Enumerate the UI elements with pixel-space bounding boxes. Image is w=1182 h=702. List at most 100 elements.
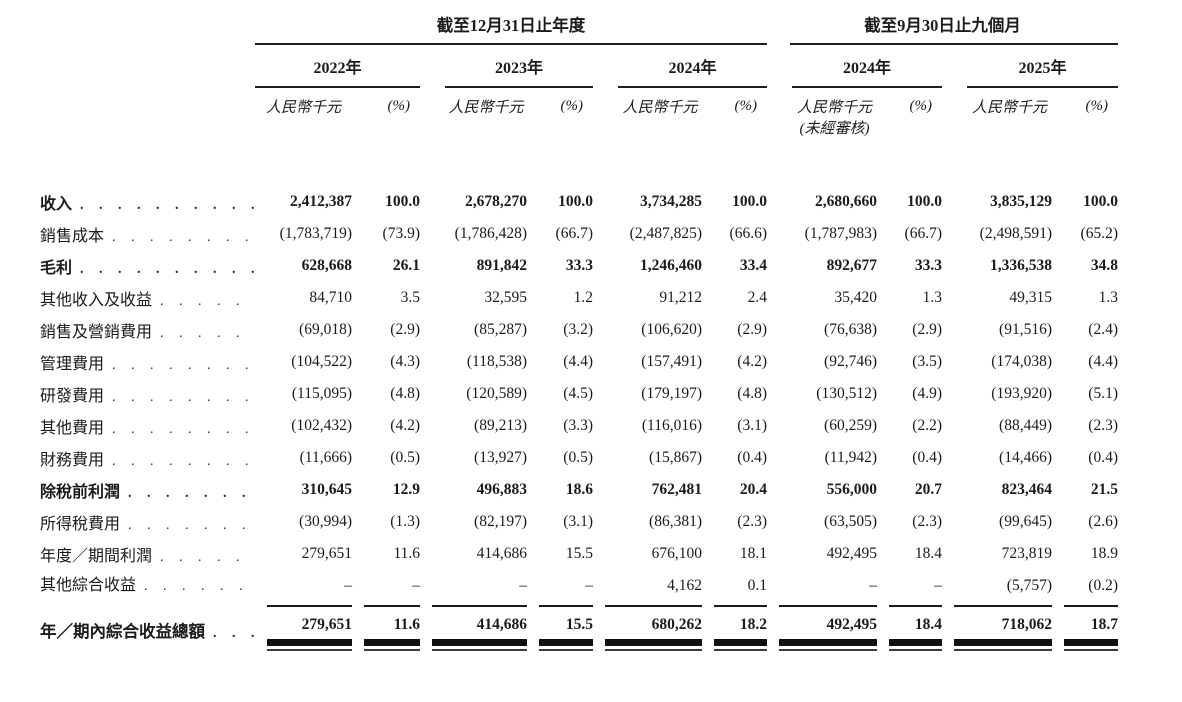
- unit-header-row: 人民幣千元 (%) 人民幣千元 (%) 人民幣千元 (%) 人民幣千元 (未經審核…: [40, 88, 1158, 140]
- table-row: 所得稅費用 . . . . . . . . . . . . . . . . . .…: [40, 506, 1158, 538]
- percent-cell: 18.7: [1052, 616, 1118, 651]
- double-underline: [432, 639, 527, 651]
- double-underline: [1064, 639, 1118, 651]
- percent-cell: (66.6): [729, 225, 767, 242]
- percent-cell: (3.1): [563, 513, 593, 530]
- percent-cell: (4.4): [1088, 353, 1118, 370]
- amount-cell: (2,498,591): [979, 225, 1052, 242]
- percent-cell: (0.5): [390, 449, 420, 466]
- percent-cell: (65.2): [1080, 225, 1118, 242]
- table-row: 財務費用 . . . . . . . . . . . . . . . . . . …: [40, 442, 1158, 474]
- double-underline: [364, 639, 420, 651]
- amount-cell: –: [767, 577, 877, 607]
- percent-cell: 1.3: [922, 289, 942, 306]
- dot-leader: . . . . . . . . . . . . . . . . . . . . …: [112, 454, 255, 469]
- amount-cell: (63,505): [824, 513, 877, 530]
- amount-cell: 762,481: [651, 481, 702, 498]
- dot-leader: . . . . . . . . . . . . . . . . . . . . …: [112, 390, 255, 405]
- amount-cell: 718,062: [942, 616, 1052, 651]
- amount-cell: (1,786,428): [454, 225, 527, 242]
- percent-label: (%): [734, 98, 758, 114]
- percent-cell: 18.4: [914, 545, 942, 562]
- percent-cell: (3.3): [563, 417, 593, 434]
- percent-cell: (3.1): [737, 417, 767, 434]
- percent-cell: 18.9: [1090, 545, 1118, 562]
- amount-cell: 2,678,270: [465, 193, 527, 210]
- amount-cell: (157,491): [641, 353, 702, 370]
- percent-cell: 100.0: [558, 193, 593, 210]
- total-row: 年／期內綜合收益總額 . . . . . . . . . . . . . . . …: [40, 616, 1158, 651]
- row-label: 銷售及營銷費用: [40, 324, 153, 341]
- year-header-2022: 2022年: [313, 60, 362, 77]
- amount-cell: 91,212: [659, 289, 702, 306]
- amount-cell: 279,651: [301, 545, 352, 562]
- table-row: 除稅前利潤 . . . . . . . . . . . . . . . . . .…: [40, 474, 1158, 506]
- amount-cell: (60,259): [824, 417, 877, 434]
- row-label-cell: 銷售成本 . . . . . . . . . . . . . . . . . . …: [40, 222, 255, 246]
- amount-cell: (11,942): [824, 449, 877, 466]
- dot-leader: . . . . . . . . . . . . . . . . . . . . …: [213, 626, 255, 641]
- table-body: 收入 . . . . . . . . . . . . . . . . . . . …: [40, 186, 1158, 651]
- amount-cell: 496,883: [476, 481, 527, 498]
- amount-cell: (76,638): [824, 321, 877, 338]
- table-row: 年度／期間利潤 . . . . . . . . . . . . . . . . .…: [40, 538, 1158, 570]
- percent-cell: –: [352, 577, 420, 607]
- amount-cell: (120,589): [466, 385, 527, 402]
- percent-cell: (2.9): [390, 321, 420, 338]
- row-label: 其他收入及收益: [40, 292, 153, 309]
- row-label: 除稅前利潤: [40, 484, 121, 501]
- double-underline: [714, 639, 767, 651]
- percent-cell: 18.4: [877, 616, 942, 651]
- percent-cell: –: [527, 577, 593, 607]
- percent-cell: 1.3: [1098, 289, 1118, 306]
- amount-cell: 35,420: [834, 289, 877, 306]
- percent-cell: 18.6: [565, 481, 593, 498]
- amount-cell: (115,095): [291, 385, 352, 402]
- year-rule: [255, 86, 420, 88]
- percent-cell: 34.8: [1090, 257, 1118, 274]
- dot-leader: . . . . . . . . . . . . . . . . . . . . …: [160, 550, 255, 565]
- amount-cell: (82,197): [474, 513, 527, 530]
- percent-cell: 11.6: [352, 616, 420, 651]
- percent-cell: (0.5): [563, 449, 593, 466]
- amount-cell: (85,287): [474, 321, 527, 338]
- table-row: 銷售及營銷費用 . . . . . . . . . . . . . . . . .…: [40, 314, 1158, 346]
- amount-cell: (106,620): [641, 321, 702, 338]
- amount-cell: (2,487,825): [629, 225, 702, 242]
- dot-leader: . . . . . . . . . . . . . . . . . . . . …: [112, 230, 255, 245]
- amount-cell: (69,018): [299, 321, 352, 338]
- row-label: 其他綜合收益: [40, 577, 137, 594]
- percent-cell: (4.8): [737, 385, 767, 402]
- row-label-cell: 除稅前利潤 . . . . . . . . . . . . . . . . . .…: [40, 478, 255, 502]
- amount-cell: (11,666): [299, 449, 352, 466]
- percent-cell: (4.4): [563, 353, 593, 370]
- percent-cell: (2.4): [1088, 321, 1118, 338]
- row-label: 其他費用: [40, 420, 105, 437]
- percent-cell: (4.9): [912, 385, 942, 402]
- year-header-2024-9m: 2024年: [842, 60, 891, 77]
- amount-cell: (104,522): [291, 353, 352, 370]
- unit-label-unaudited: 人民幣千元 (未經審核): [767, 88, 877, 140]
- percent-label: (%): [909, 98, 933, 114]
- row-label: 管理費用: [40, 356, 105, 373]
- row-label-cell: 所得稅費用 . . . . . . . . . . . . . . . . . .…: [40, 510, 255, 534]
- double-underline: [954, 639, 1052, 651]
- amount-cell: 892,677: [826, 257, 877, 274]
- dot-leader: . . . . . . . . . . . . . . . . . . . . …: [160, 326, 255, 341]
- row-label-cell: 年度／期間利潤 . . . . . . . . . . . . . . . . .…: [40, 542, 255, 566]
- percent-cell: (2.9): [912, 321, 942, 338]
- percent-cell: 11.6: [393, 545, 420, 562]
- amount-cell: 891,842: [476, 257, 527, 274]
- percent-cell: 100.0: [1083, 193, 1118, 210]
- double-underline: [889, 639, 942, 651]
- amount-cell: 310,645: [301, 481, 352, 498]
- percent-cell: 33.3: [914, 257, 942, 274]
- row-label-cell: 其他收入及收益 . . . . . . . . . . . . . . . . .…: [40, 286, 255, 310]
- percent-label: (%): [387, 98, 411, 114]
- percent-cell: 26.1: [392, 257, 420, 274]
- unit-label: 人民幣千元: [971, 100, 1047, 116]
- row-label-cell: 財務費用 . . . . . . . . . . . . . . . . . . …: [40, 446, 255, 470]
- unit-label: 人民幣千元: [622, 100, 698, 116]
- percent-cell: 2.4: [747, 289, 767, 306]
- percent-cell: 20.4: [739, 481, 767, 498]
